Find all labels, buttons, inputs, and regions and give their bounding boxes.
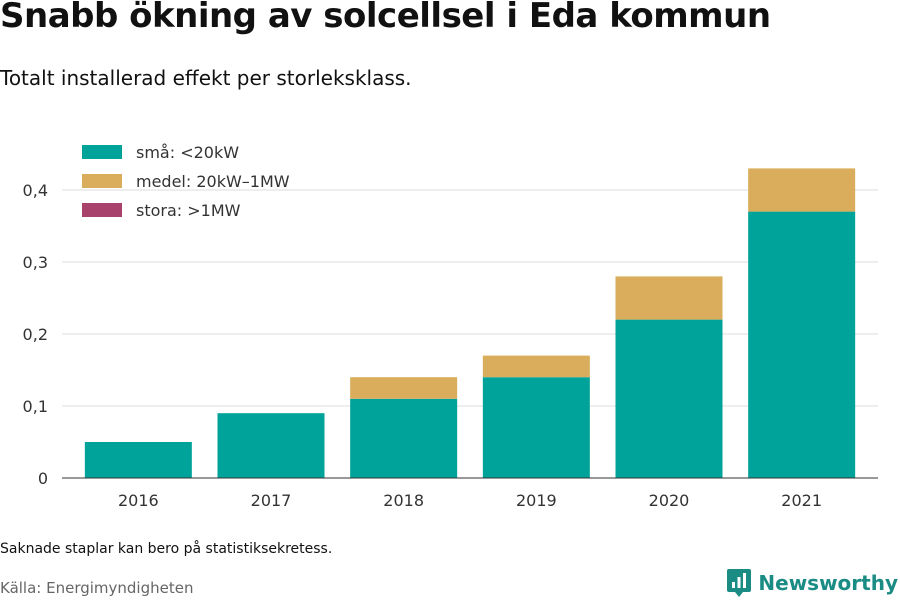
footnote: Saknade staplar kan bero på statistiksek… <box>0 541 333 557</box>
chart-title: Snabb ökning av solcellsel i Eda kommun <box>0 0 771 36</box>
legend-label: medel: 20kW–1MW <box>136 172 290 191</box>
bar-segment <box>217 413 325 478</box>
bar-segment <box>748 211 856 478</box>
grid-lines <box>62 189 878 407</box>
bar-segment <box>748 168 856 212</box>
bar-chart-icon <box>727 569 752 597</box>
y-axis-ticks: 0 0,1 0,2 0,3 0,4 <box>23 181 48 488</box>
legend-swatch <box>82 174 122 188</box>
legend: små: <20kW medel: 20kW–1MW stora: >1MW <box>82 143 290 220</box>
chart-subtitle: Totalt installerad effekt per storlekskl… <box>0 66 412 90</box>
y-tick-label: 0,3 <box>23 253 48 272</box>
x-tick-label: 2019 <box>516 491 557 510</box>
y-tick-label: 0 <box>38 469 48 488</box>
x-tick-label: 2021 <box>781 491 822 510</box>
x-tick-label: 2020 <box>649 491 690 510</box>
legend-label: stora: >1MW <box>136 201 241 220</box>
x-tick-label: 2017 <box>251 491 292 510</box>
newsworthy-logo: Newsworthy <box>726 567 898 599</box>
bars <box>84 168 856 478</box>
legend-swatch <box>82 145 122 159</box>
x-tick-label: 2016 <box>118 491 159 510</box>
stacked-bar-chart: 0 0,1 0,2 0,3 0,4 2016 2017 2018 2019 2020 2021 s… <box>23 143 878 510</box>
bar-segment <box>482 355 590 378</box>
bar-segment <box>350 398 458 478</box>
y-tick-label: 0,1 <box>23 397 48 416</box>
bar-segment <box>350 377 458 399</box>
legend-label: små: <20kW <box>136 143 239 162</box>
bar-segment <box>615 319 723 478</box>
bar-segment <box>482 377 590 478</box>
bar-segment <box>84 442 192 478</box>
brand-name: Newsworthy <box>758 571 898 595</box>
x-axis-ticks: 2016 2017 2018 2019 2020 2021 <box>118 491 822 510</box>
bar-segment <box>615 276 723 320</box>
y-tick-label: 0,2 <box>23 325 48 344</box>
legend-swatch <box>82 203 122 217</box>
source-credit: Källa: Energimyndigheten <box>0 579 194 597</box>
y-tick-label: 0,4 <box>23 181 48 200</box>
x-tick-label: 2018 <box>383 491 424 510</box>
